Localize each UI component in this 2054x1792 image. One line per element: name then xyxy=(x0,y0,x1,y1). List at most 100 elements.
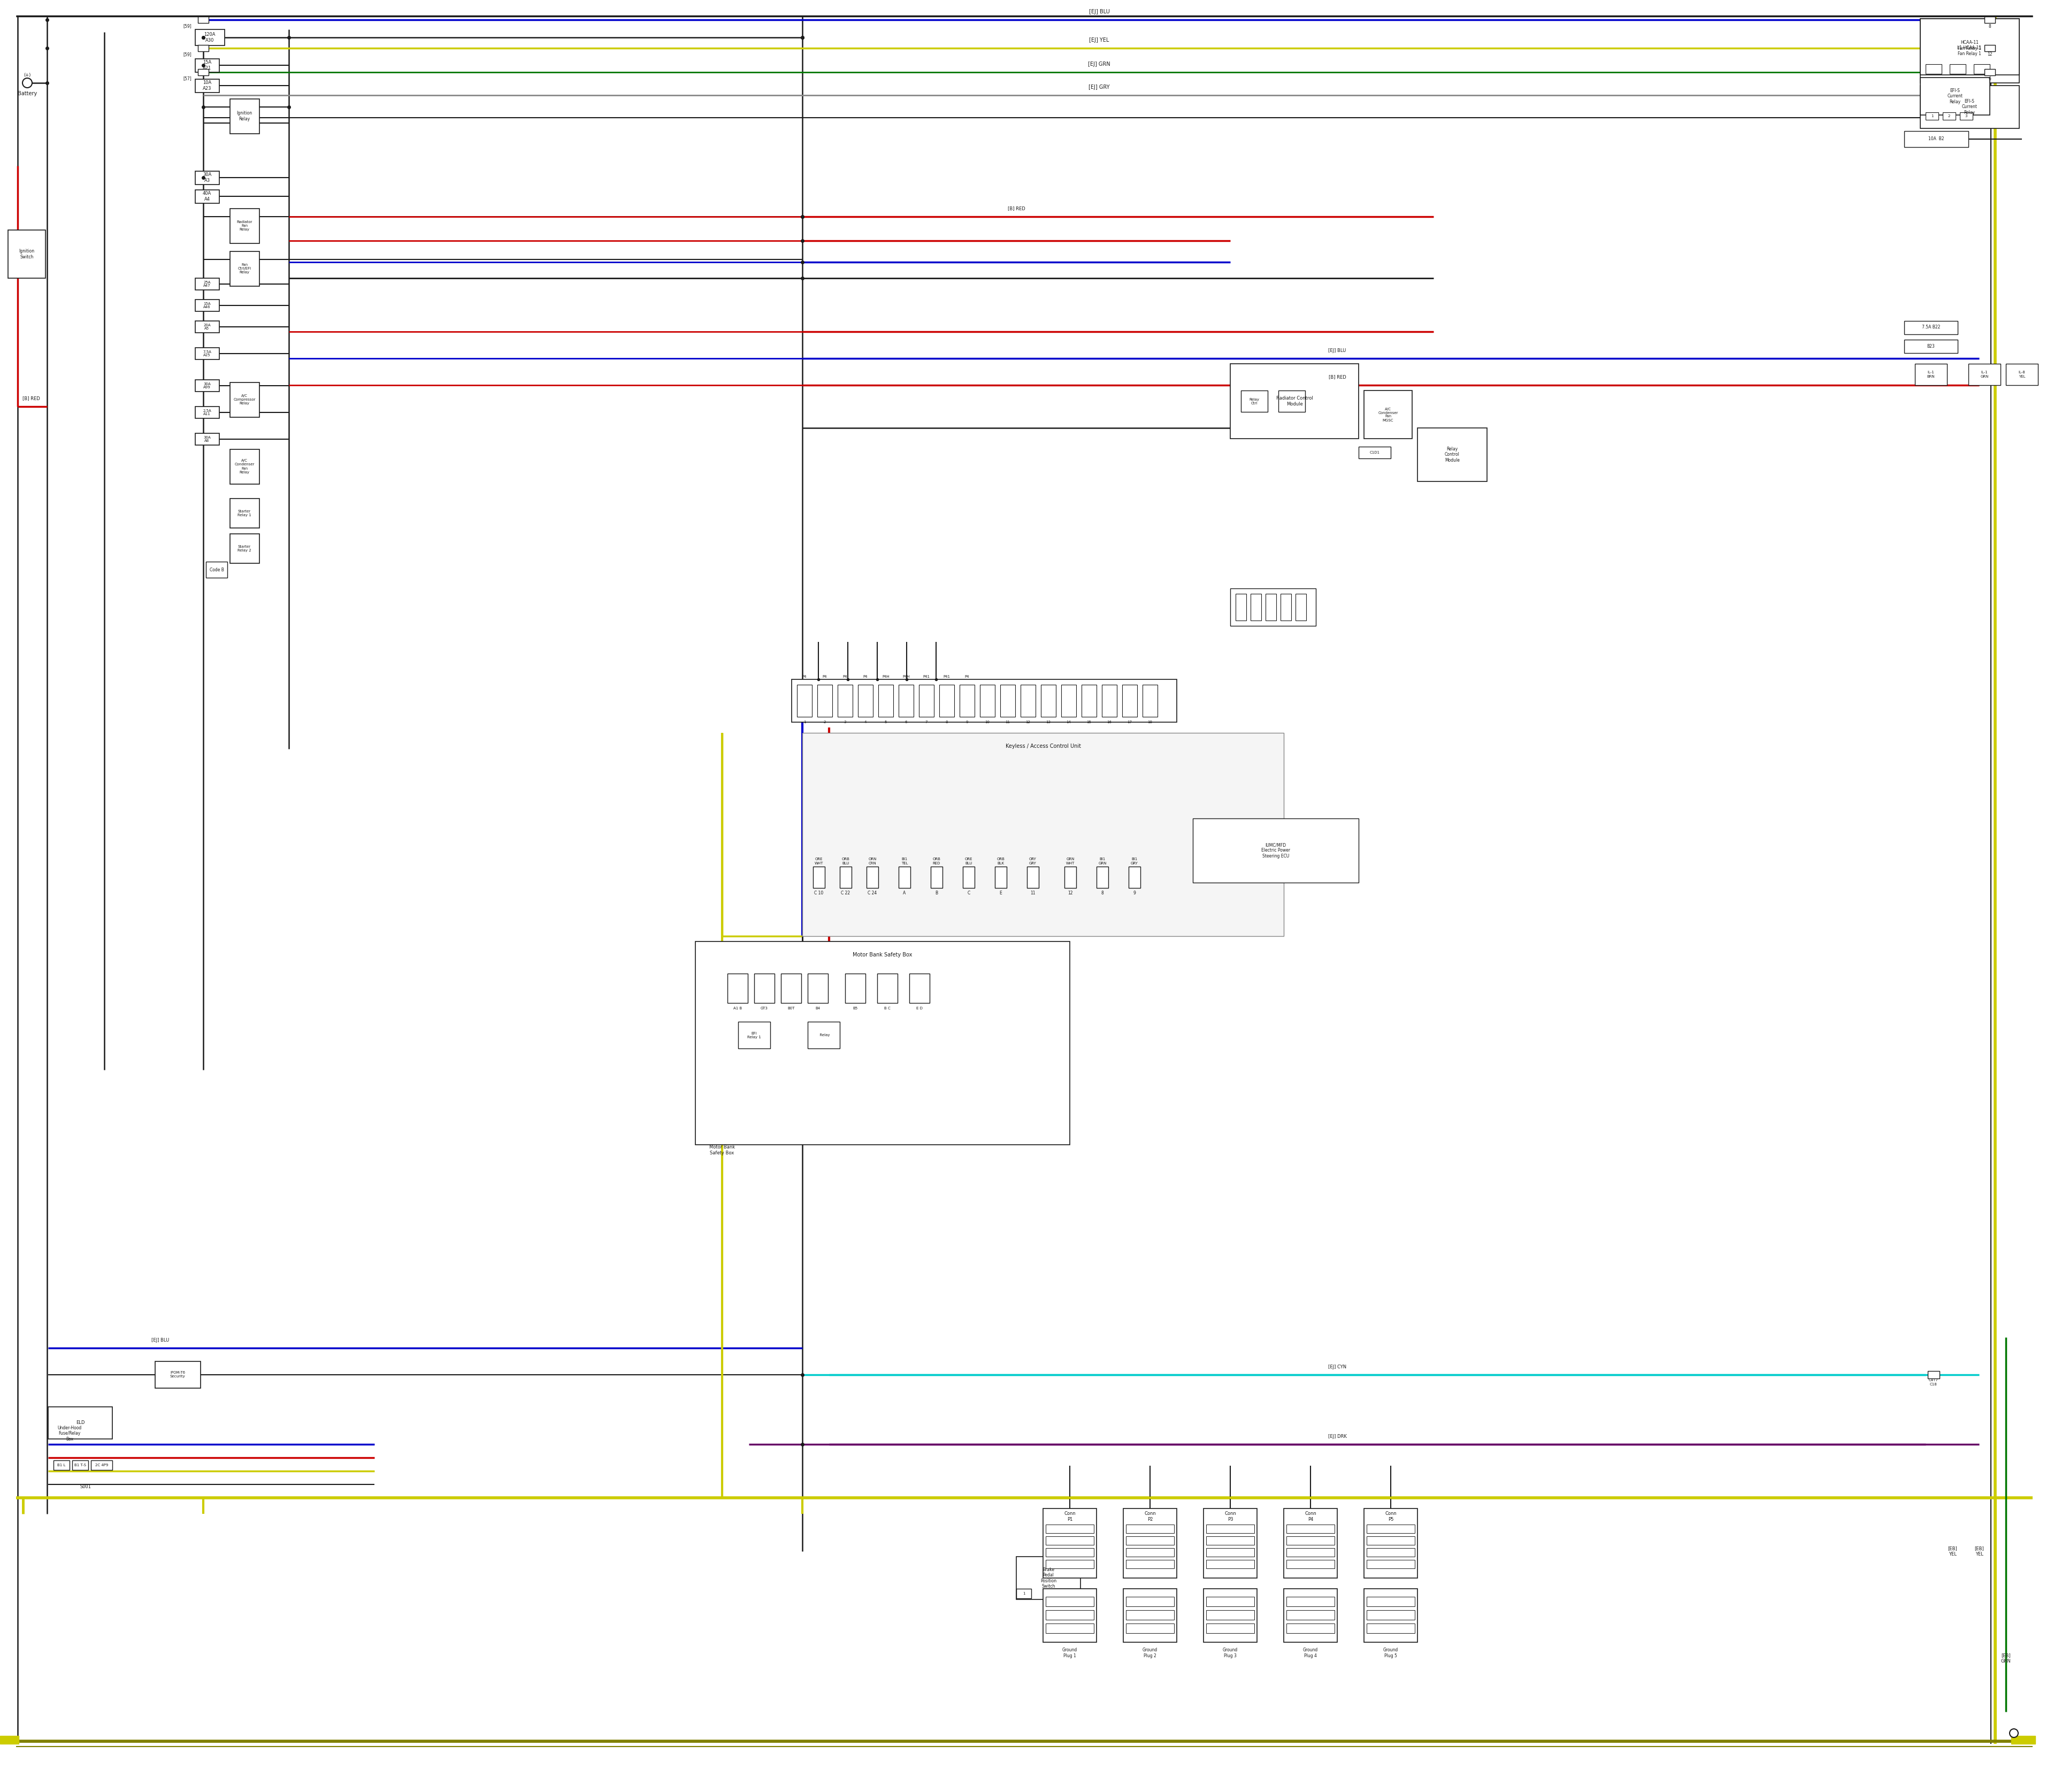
Bar xyxy=(959,685,974,717)
Bar xyxy=(230,450,259,484)
Bar xyxy=(1358,446,1391,459)
Bar xyxy=(1045,1611,1095,1620)
Bar xyxy=(1045,1525,1095,1534)
Text: Radiator Control
Module: Radiator Control Module xyxy=(1276,396,1313,407)
Bar xyxy=(197,45,210,52)
Text: C: C xyxy=(967,891,969,896)
Bar xyxy=(803,733,1284,935)
Bar xyxy=(1082,685,1097,717)
Bar xyxy=(900,867,910,889)
Bar xyxy=(807,973,828,1004)
Text: L1 HCAA-11
Fan Relay 1: L1 HCAA-11 Fan Relay 1 xyxy=(1957,45,1982,56)
Text: [59]: [59] xyxy=(183,52,191,57)
Bar xyxy=(1984,16,1994,23)
Bar xyxy=(230,498,259,529)
Text: Ground
Plug 5: Ground Plug 5 xyxy=(1382,1647,1399,1658)
Text: 1: 1 xyxy=(1023,1591,1025,1595)
Text: 4: 4 xyxy=(865,720,867,724)
Bar xyxy=(1366,1548,1415,1557)
Text: [EJ] BLU: [EJ] BLU xyxy=(152,1337,168,1342)
Text: [57]: [57] xyxy=(183,77,191,81)
Text: 11: 11 xyxy=(1031,891,1035,896)
Bar xyxy=(1043,1509,1097,1579)
Bar xyxy=(2011,1736,2036,1744)
Bar xyxy=(1230,588,1317,625)
Text: Ground
Plug 4: Ground Plug 4 xyxy=(1302,1647,1319,1658)
Bar xyxy=(696,941,1070,1145)
Text: 8: 8 xyxy=(1988,23,1990,29)
Bar xyxy=(1045,1597,1095,1606)
Text: ORB
BLK: ORB BLK xyxy=(996,858,1004,866)
Text: B1 T-S: B1 T-S xyxy=(74,1464,86,1468)
Text: 120A
A30: 120A A30 xyxy=(203,32,216,43)
Bar xyxy=(840,867,852,889)
Bar xyxy=(1286,1624,1335,1633)
Bar xyxy=(1126,1525,1175,1534)
Bar xyxy=(1929,1371,1939,1378)
Bar xyxy=(0,1736,18,1744)
Bar xyxy=(900,685,914,717)
Text: Radiator
Fan
Relay: Radiator Fan Relay xyxy=(236,220,253,231)
Text: ELD: ELD xyxy=(76,1421,84,1425)
Bar xyxy=(1027,867,1039,889)
Bar xyxy=(1364,1590,1417,1641)
Bar xyxy=(1286,1525,1335,1534)
Bar xyxy=(1062,685,1076,717)
Bar xyxy=(1126,1597,1175,1606)
Bar xyxy=(1204,1509,1257,1579)
Bar xyxy=(1364,391,1413,439)
Text: 7.5A
A25: 7.5A A25 xyxy=(203,349,212,357)
Text: ORB
BLU: ORB BLU xyxy=(842,858,850,866)
Text: 12: 12 xyxy=(1988,52,1992,57)
Text: Relay: Relay xyxy=(817,1034,830,1038)
Text: A1 B: A1 B xyxy=(733,1007,741,1011)
Bar xyxy=(994,867,1006,889)
Bar xyxy=(838,685,852,717)
Text: 1: 1 xyxy=(1931,115,1933,118)
Text: IL-1
BRN: IL-1 BRN xyxy=(1927,371,1935,378)
Text: Conn
P4: Conn P4 xyxy=(1304,1511,1317,1521)
Text: EFI
Relay 1: EFI Relay 1 xyxy=(748,1032,762,1039)
Bar xyxy=(1126,1611,1175,1620)
Bar xyxy=(807,1021,840,1048)
Text: HCAA-11
Fan Relay 1: HCAA-11 Fan Relay 1 xyxy=(1957,39,1982,50)
Text: 15A
A46: 15A A46 xyxy=(203,303,212,308)
Bar xyxy=(1286,1536,1335,1545)
Bar xyxy=(53,1460,70,1469)
Text: A/C
Condenser
Fan
MGSC: A/C Condenser Fan MGSC xyxy=(1378,407,1399,421)
Text: B: B xyxy=(935,891,939,896)
Text: B C: B C xyxy=(885,1007,891,1011)
Bar xyxy=(1045,1536,1095,1545)
Bar xyxy=(230,534,259,563)
Text: Ground
Plug 3: Ground Plug 3 xyxy=(1222,1647,1239,1658)
Text: [B] RED: [B] RED xyxy=(23,396,39,401)
Text: ORN
CRN: ORN CRN xyxy=(869,858,877,866)
Text: ORE
BLU: ORE BLU xyxy=(965,858,974,866)
Text: BI1
TEL: BI1 TEL xyxy=(902,858,908,866)
Bar xyxy=(1284,1509,1337,1579)
Bar xyxy=(1230,364,1358,439)
Bar xyxy=(1278,391,1304,412)
Bar xyxy=(1124,1509,1177,1579)
Text: C 22: C 22 xyxy=(840,891,850,896)
Text: Conn
P3: Conn P3 xyxy=(1224,1511,1237,1521)
Bar xyxy=(1045,1624,1095,1633)
Bar xyxy=(195,29,224,45)
Bar xyxy=(1366,1559,1415,1568)
Bar xyxy=(1949,65,1966,73)
Text: ORB
RED: ORB RED xyxy=(933,858,941,866)
Text: BI1
GRN: BI1 GRN xyxy=(1099,858,1107,866)
Text: Starter
Relay 1: Starter Relay 1 xyxy=(238,509,251,516)
Bar xyxy=(1968,364,2001,385)
Text: 30A
A3: 30A A3 xyxy=(203,172,212,183)
Bar xyxy=(1021,685,1035,717)
Bar xyxy=(1984,70,1994,75)
Bar xyxy=(1366,1624,1415,1633)
Text: A/C
Condenser
Fan
Relay: A/C Condenser Fan Relay xyxy=(234,459,255,473)
Text: A/C
Compressor
Relay: A/C Compressor Relay xyxy=(234,394,255,405)
Text: [59]: [59] xyxy=(183,23,191,29)
Bar xyxy=(1920,18,2019,75)
Text: 11: 11 xyxy=(1004,720,1011,724)
Bar xyxy=(844,973,865,1004)
Bar xyxy=(963,867,974,889)
